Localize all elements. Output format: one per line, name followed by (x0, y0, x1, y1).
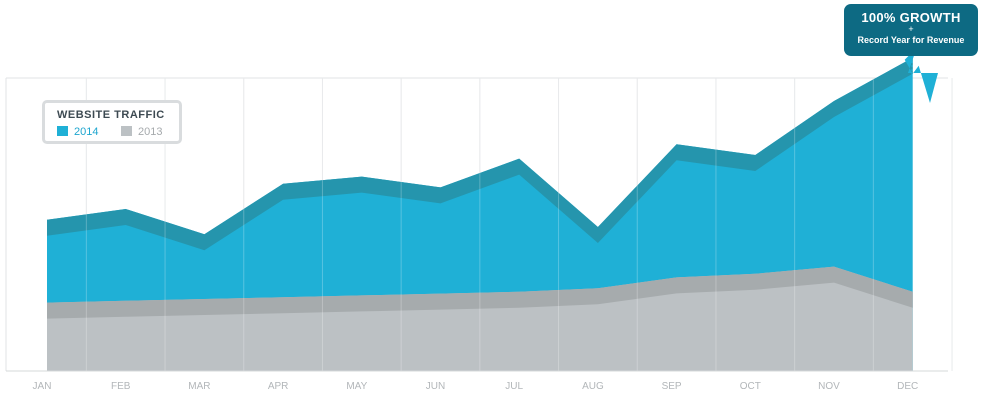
callout-plus: + (908, 24, 914, 34)
callout-title: 100% GROWTH (861, 10, 961, 25)
tick-label-oct: OCT (740, 381, 761, 392)
chart-areas (46, 47, 938, 372)
tick-label-dec: DEC (897, 381, 918, 392)
growth-arrow (904, 47, 938, 103)
tick-label-jun: JUN (426, 381, 445, 392)
tick-label-nov: NOV (818, 381, 840, 392)
growth-callout: 100% GROWTH + Record Year for Revenue (844, 4, 978, 56)
legend-swatch-2014 (57, 126, 68, 136)
x-tick-labels: JAN FEB MAR APR MAY JUN JUL AUG SEP OCT NOV DEC (33, 381, 919, 392)
tick-label-aug: AUG (582, 381, 604, 392)
tick-label-apr: APR (268, 381, 289, 392)
legend-title: WEBSITE TRAFFIC (57, 109, 165, 121)
legend-label-2014: 2014 (74, 126, 99, 138)
tick-label-may: MAY (346, 381, 367, 392)
tick-label-sep: SEP (662, 381, 682, 392)
legend-swatch-2013 (121, 126, 132, 136)
series-edge-2013 (47, 266, 913, 319)
callout-subtitle: Record Year for Revenue (857, 35, 965, 45)
tick-label-jan: JAN (33, 381, 52, 392)
legend-item-2013: 2013 (121, 126, 162, 138)
series-area-2013 (47, 266, 913, 371)
tick-label-jul: JUL (505, 381, 523, 392)
legend: WEBSITE TRAFFIC 2014 2013 (42, 100, 182, 144)
grid-overlay-lines (85, 78, 953, 371)
legend-label-2013: 2013 (138, 126, 163, 138)
tick-label-feb: FEB (111, 381, 131, 392)
legend-item-2014: 2014 (57, 126, 98, 138)
tick-label-mar: MAR (188, 381, 210, 392)
series-edge-2014 (47, 57, 913, 251)
